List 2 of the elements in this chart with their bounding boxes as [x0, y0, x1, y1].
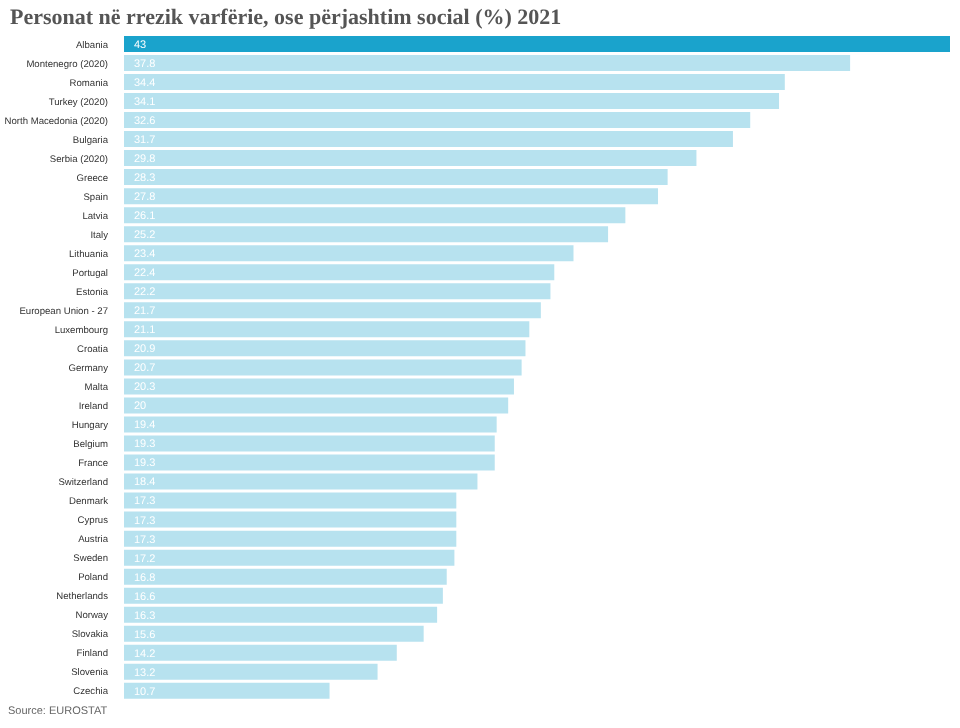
chart-title: Personat në rrezik varfërie, ose përjashtim social (%) 2021	[10, 6, 562, 30]
bar	[124, 35, 950, 52]
